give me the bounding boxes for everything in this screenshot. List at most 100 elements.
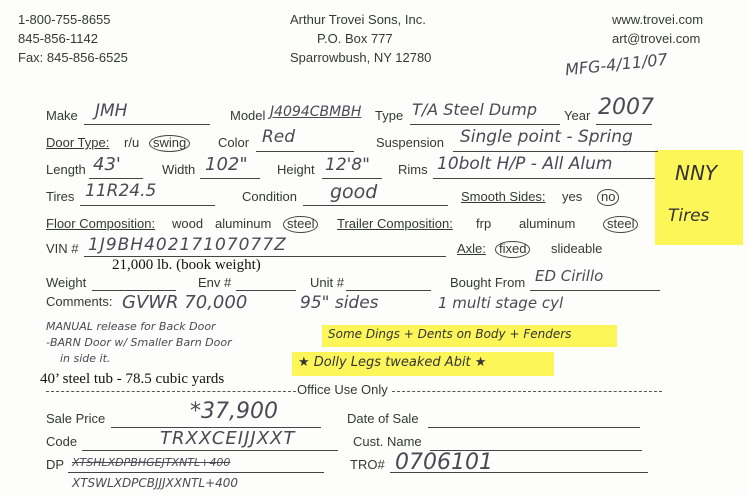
floor-option-aluminum[interactable]: aluminum: [215, 216, 272, 231]
comment-barn-door: -BARN Door w/ Smaller Barn Door: [46, 336, 232, 349]
floor-option-wood[interactable]: wood: [172, 216, 204, 231]
office-use-title: Office Use Only: [297, 382, 388, 397]
dp-struck-value: XTSHLXDPBHGEJTXNTL+400: [72, 456, 231, 469]
unit-underline: [346, 290, 431, 291]
trailer-option-frp[interactable]: frp: [476, 216, 492, 231]
office-divider-left: [46, 391, 296, 392]
door-type-label: Door Type:: [46, 135, 110, 150]
condition-field[interactable]: good: [330, 181, 378, 203]
smooth-sides-option-no-selected[interactable]: no: [597, 189, 620, 206]
year-label: Year: [564, 108, 591, 123]
email-link[interactable]: art@trovei.com: [612, 31, 701, 46]
make-field[interactable]: JMH: [95, 101, 128, 121]
tro-underline: [390, 472, 648, 473]
highlight: [655, 150, 743, 245]
smooth-sides-label: Smooth Sides:: [461, 189, 546, 204]
website-link[interactable]: www.trovei.com: [612, 12, 704, 27]
tro-field[interactable]: 0706101: [395, 450, 493, 475]
env-label: Env #: [198, 275, 232, 290]
highlight-note-tires: Tires: [668, 206, 710, 226]
color-label: Color: [218, 135, 250, 150]
model-label: Model: [230, 108, 266, 123]
highlight: [292, 352, 554, 376]
width-underline: [200, 178, 260, 179]
toll-free-phone: 1-800-755-8655: [18, 12, 111, 27]
office-divider-right: [392, 391, 662, 392]
sale-price-field[interactable]: *37,900: [190, 399, 278, 424]
weight-label: Weight: [46, 275, 87, 290]
vin-field[interactable]: 1J9BH40217107077Z: [88, 235, 287, 255]
length-field[interactable]: 43': [93, 154, 121, 175]
sale-price-underline: [111, 427, 321, 428]
unit-label: Unit #: [310, 275, 344, 290]
width-label: Width: [162, 162, 196, 177]
comment-cylinder: 1 multi stage cyl: [438, 294, 564, 312]
suspension-label: Suspension: [376, 135, 444, 150]
color-field[interactable]: Red: [262, 127, 296, 147]
trailer-composition-label: Trailer Composition:: [337, 216, 453, 231]
weight-underline: [92, 290, 176, 291]
comment-gvwr: GVWR 70,000: [122, 292, 248, 313]
door-type-option-ru[interactable]: r/u: [124, 135, 140, 150]
smooth-sides-option-yes[interactable]: yes: [562, 189, 583, 204]
vin-label: VIN #: [46, 241, 79, 256]
axle-option-slideable[interactable]: slideable: [551, 241, 603, 256]
bought-from-field[interactable]: ED Cirillo: [535, 267, 604, 285]
vin-underline: [84, 256, 446, 257]
highlight-note-nny: NNY: [675, 161, 718, 185]
color-underline: [256, 151, 354, 152]
trailer-option-steel-selected[interactable]: steel: [603, 216, 639, 233]
fax: Fax: 845-856-6525: [18, 50, 128, 65]
type-label: Type: [375, 108, 404, 123]
tires-underline: [80, 205, 215, 206]
comment-sides: 95" sides: [300, 293, 379, 313]
model-field[interactable]: J4094CBMBH: [270, 104, 362, 120]
code-label: Code: [46, 434, 78, 449]
axle-option-fixed-selected[interactable]: fixed: [495, 241, 531, 258]
code-underline: [82, 450, 338, 451]
tub-note: 40’ steel tub - 78.5 cubic yards: [40, 371, 225, 387]
po-box: P.O. Box 777: [317, 31, 393, 46]
condition-label: Condition: [242, 189, 297, 204]
city: Sparrowbush, NY 12780: [290, 50, 432, 65]
floor-option-steel-selected[interactable]: steel: [283, 216, 319, 233]
length-label: Length: [46, 162, 86, 177]
rims-field[interactable]: 10bolt H/P - All Alum: [437, 154, 613, 174]
tires-field[interactable]: 11R24.5: [85, 181, 157, 201]
company-name: Arthur Trovei Sons, Inc.: [290, 12, 426, 27]
dp-label: DP: [46, 457, 65, 472]
cust-name-label: Cust. Name: [353, 434, 422, 449]
code-field[interactable]: TRXXCEIJJXXT: [160, 428, 296, 449]
height-label: Height: [277, 162, 315, 177]
weight-field[interactable]: 21,000 lb. (book weight): [112, 257, 261, 273]
type-field[interactable]: T/A Steel Dump: [412, 100, 538, 119]
dp-underline: [68, 472, 324, 473]
tro-label: TRO#: [350, 457, 385, 472]
comment-inside: in side it.: [60, 352, 111, 365]
floor-composition-label: Floor Composition:: [46, 216, 156, 231]
width-field[interactable]: 102": [205, 154, 248, 175]
height-underline: [322, 178, 382, 179]
rims-label: Rims: [398, 162, 428, 177]
sale-price-label: Sale Price: [46, 411, 106, 426]
door-type-option-swing-selected[interactable]: swing: [149, 135, 191, 152]
suspension-underline: [453, 151, 658, 152]
comment-dings: Some Dings + Dents on Body + Fenders: [328, 327, 572, 341]
bought-from-underline: [530, 290, 660, 291]
year-underline: [596, 124, 652, 125]
bought-from-label: Bought From: [450, 275, 526, 290]
year-field[interactable]: 2007: [598, 95, 654, 120]
make-label: Make: [46, 108, 78, 123]
date-of-sale-underline: [428, 427, 640, 428]
height-field[interactable]: 12'8": [325, 155, 370, 175]
suspension-field[interactable]: Single point - Spring: [460, 127, 633, 147]
cust-name-underline: [430, 450, 642, 451]
axle-label: Axle:: [457, 241, 486, 256]
comment-dolly-legs: ★ Dolly Legs tweaked Abit ★: [298, 355, 487, 370]
rims-underline: [433, 178, 655, 179]
dp-field[interactable]: XTSWLXDPCBJJJXXNTL+400: [72, 476, 239, 490]
condition-underline: [303, 205, 448, 206]
trailer-option-aluminum[interactable]: aluminum: [519, 216, 576, 231]
env-underline: [236, 290, 296, 291]
